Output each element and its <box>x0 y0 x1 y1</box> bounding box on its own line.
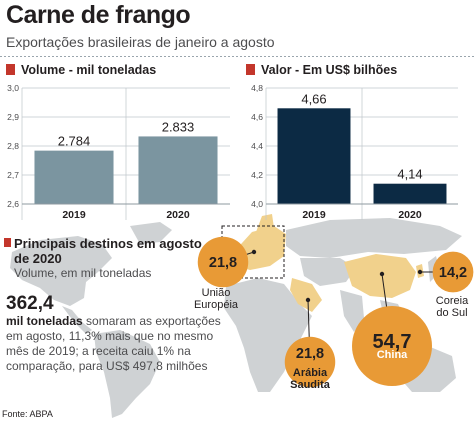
value-tick-label: 4,0 <box>251 199 263 209</box>
top-divider <box>0 56 474 57</box>
destination-bubble-group: 21,8 Arábia Saudita <box>284 297 336 391</box>
volume-category-label: 2019 <box>62 209 86 221</box>
value-tick-label: 4,2 <box>251 170 263 180</box>
destinations-title: Principais destinos em agosto de 2020 <box>14 236 202 266</box>
bubble-value-label: 14,2 <box>439 265 467 281</box>
bubble-name-label: Arábia Saudita <box>290 367 331 391</box>
volume-chart-title: Volume - mil toneladas <box>21 63 156 77</box>
destination-bubble <box>432 251 474 293</box>
volume-tick-label: 3,0 <box>7 83 19 93</box>
scandinavia-land <box>256 214 274 232</box>
destinations-subtitle: Volume, em mil toneladas <box>14 266 152 280</box>
volume-category-label: 2020 <box>166 209 190 221</box>
summary-unit: mil toneladas <box>6 314 83 328</box>
value-bar-2020 <box>373 183 447 204</box>
destination-bubble <box>284 336 336 388</box>
bubble-value-label: 21,8 <box>296 346 324 362</box>
value-tick-label: 4,6 <box>251 112 263 122</box>
arabia-land <box>290 278 322 312</box>
destinations-marker <box>4 238 11 247</box>
summary-text: somaram as exportações em agosto, 11,3% … <box>6 314 221 373</box>
value-category-label: 2019 <box>302 209 326 221</box>
value-value-label: 4,14 <box>397 167 422 182</box>
anchor-dot <box>251 249 257 255</box>
value-tick-label: 4,8 <box>251 83 263 93</box>
value-tick-label: 4,4 <box>251 141 263 151</box>
volume-bar-2020 <box>138 136 218 204</box>
bubble-name-label: União Européia <box>194 287 239 311</box>
south-america-land <box>94 330 160 418</box>
anchor-dot <box>417 269 423 275</box>
value-value-label: 4,66 <box>301 91 326 106</box>
africa-land <box>224 278 312 392</box>
value-category-label: 2020 <box>398 209 422 221</box>
north-america-land <box>10 236 112 306</box>
destination-bubble-group: 21,8 União Européia <box>194 236 257 311</box>
volume-tick-label: 2,9 <box>7 112 19 122</box>
value-bar-2019 <box>277 108 351 204</box>
summary-block: 362,4 mil toneladas somaram as exportaçõ… <box>6 294 226 374</box>
volume-value-label: 2.784 <box>58 134 91 149</box>
volume-value-label: 2.833 <box>162 119 195 134</box>
bubble-name-label: China <box>377 349 408 361</box>
central-america-land <box>62 306 92 334</box>
source-note: Fonte: ABPA <box>2 409 53 419</box>
bubble-value-label: 54,7 <box>373 331 412 353</box>
bubble-name-label: Coreia do Sul <box>436 295 469 319</box>
greenland-land <box>130 222 172 244</box>
volume-tick-label: 2,7 <box>7 170 19 180</box>
destination-bubble <box>197 236 249 288</box>
volume-header-marker <box>6 64 15 75</box>
destination-bubble <box>352 306 432 386</box>
north-asia-land <box>286 218 462 258</box>
china-land <box>344 254 416 298</box>
value-chart-title: Valor - Em US$ bilhões <box>261 63 397 77</box>
volume-tick-label: 2,6 <box>7 199 19 209</box>
anchor-dot <box>379 271 385 277</box>
value-chart: Valor - Em US$ bilhões 4,8 4,6 4,4 4,2 4,0 4,6… <box>246 63 458 221</box>
south-asia-land <box>340 290 364 332</box>
summary-value: 362,4 <box>6 293 54 314</box>
page-title: Carne de frango <box>6 1 191 29</box>
value-header-marker <box>246 64 255 75</box>
volume-tick-label: 2,8 <box>7 141 19 151</box>
destination-bubble-group: 14,2 Coreia do Sul <box>417 251 474 319</box>
volume-bar-2019 <box>34 150 114 204</box>
anchor-dot <box>305 297 311 303</box>
bubble-value-label: 21,8 <box>209 255 237 271</box>
page-subtitle: Exportações brasileiras de janeiro a ago… <box>6 34 275 50</box>
central-asia-land <box>300 258 356 286</box>
